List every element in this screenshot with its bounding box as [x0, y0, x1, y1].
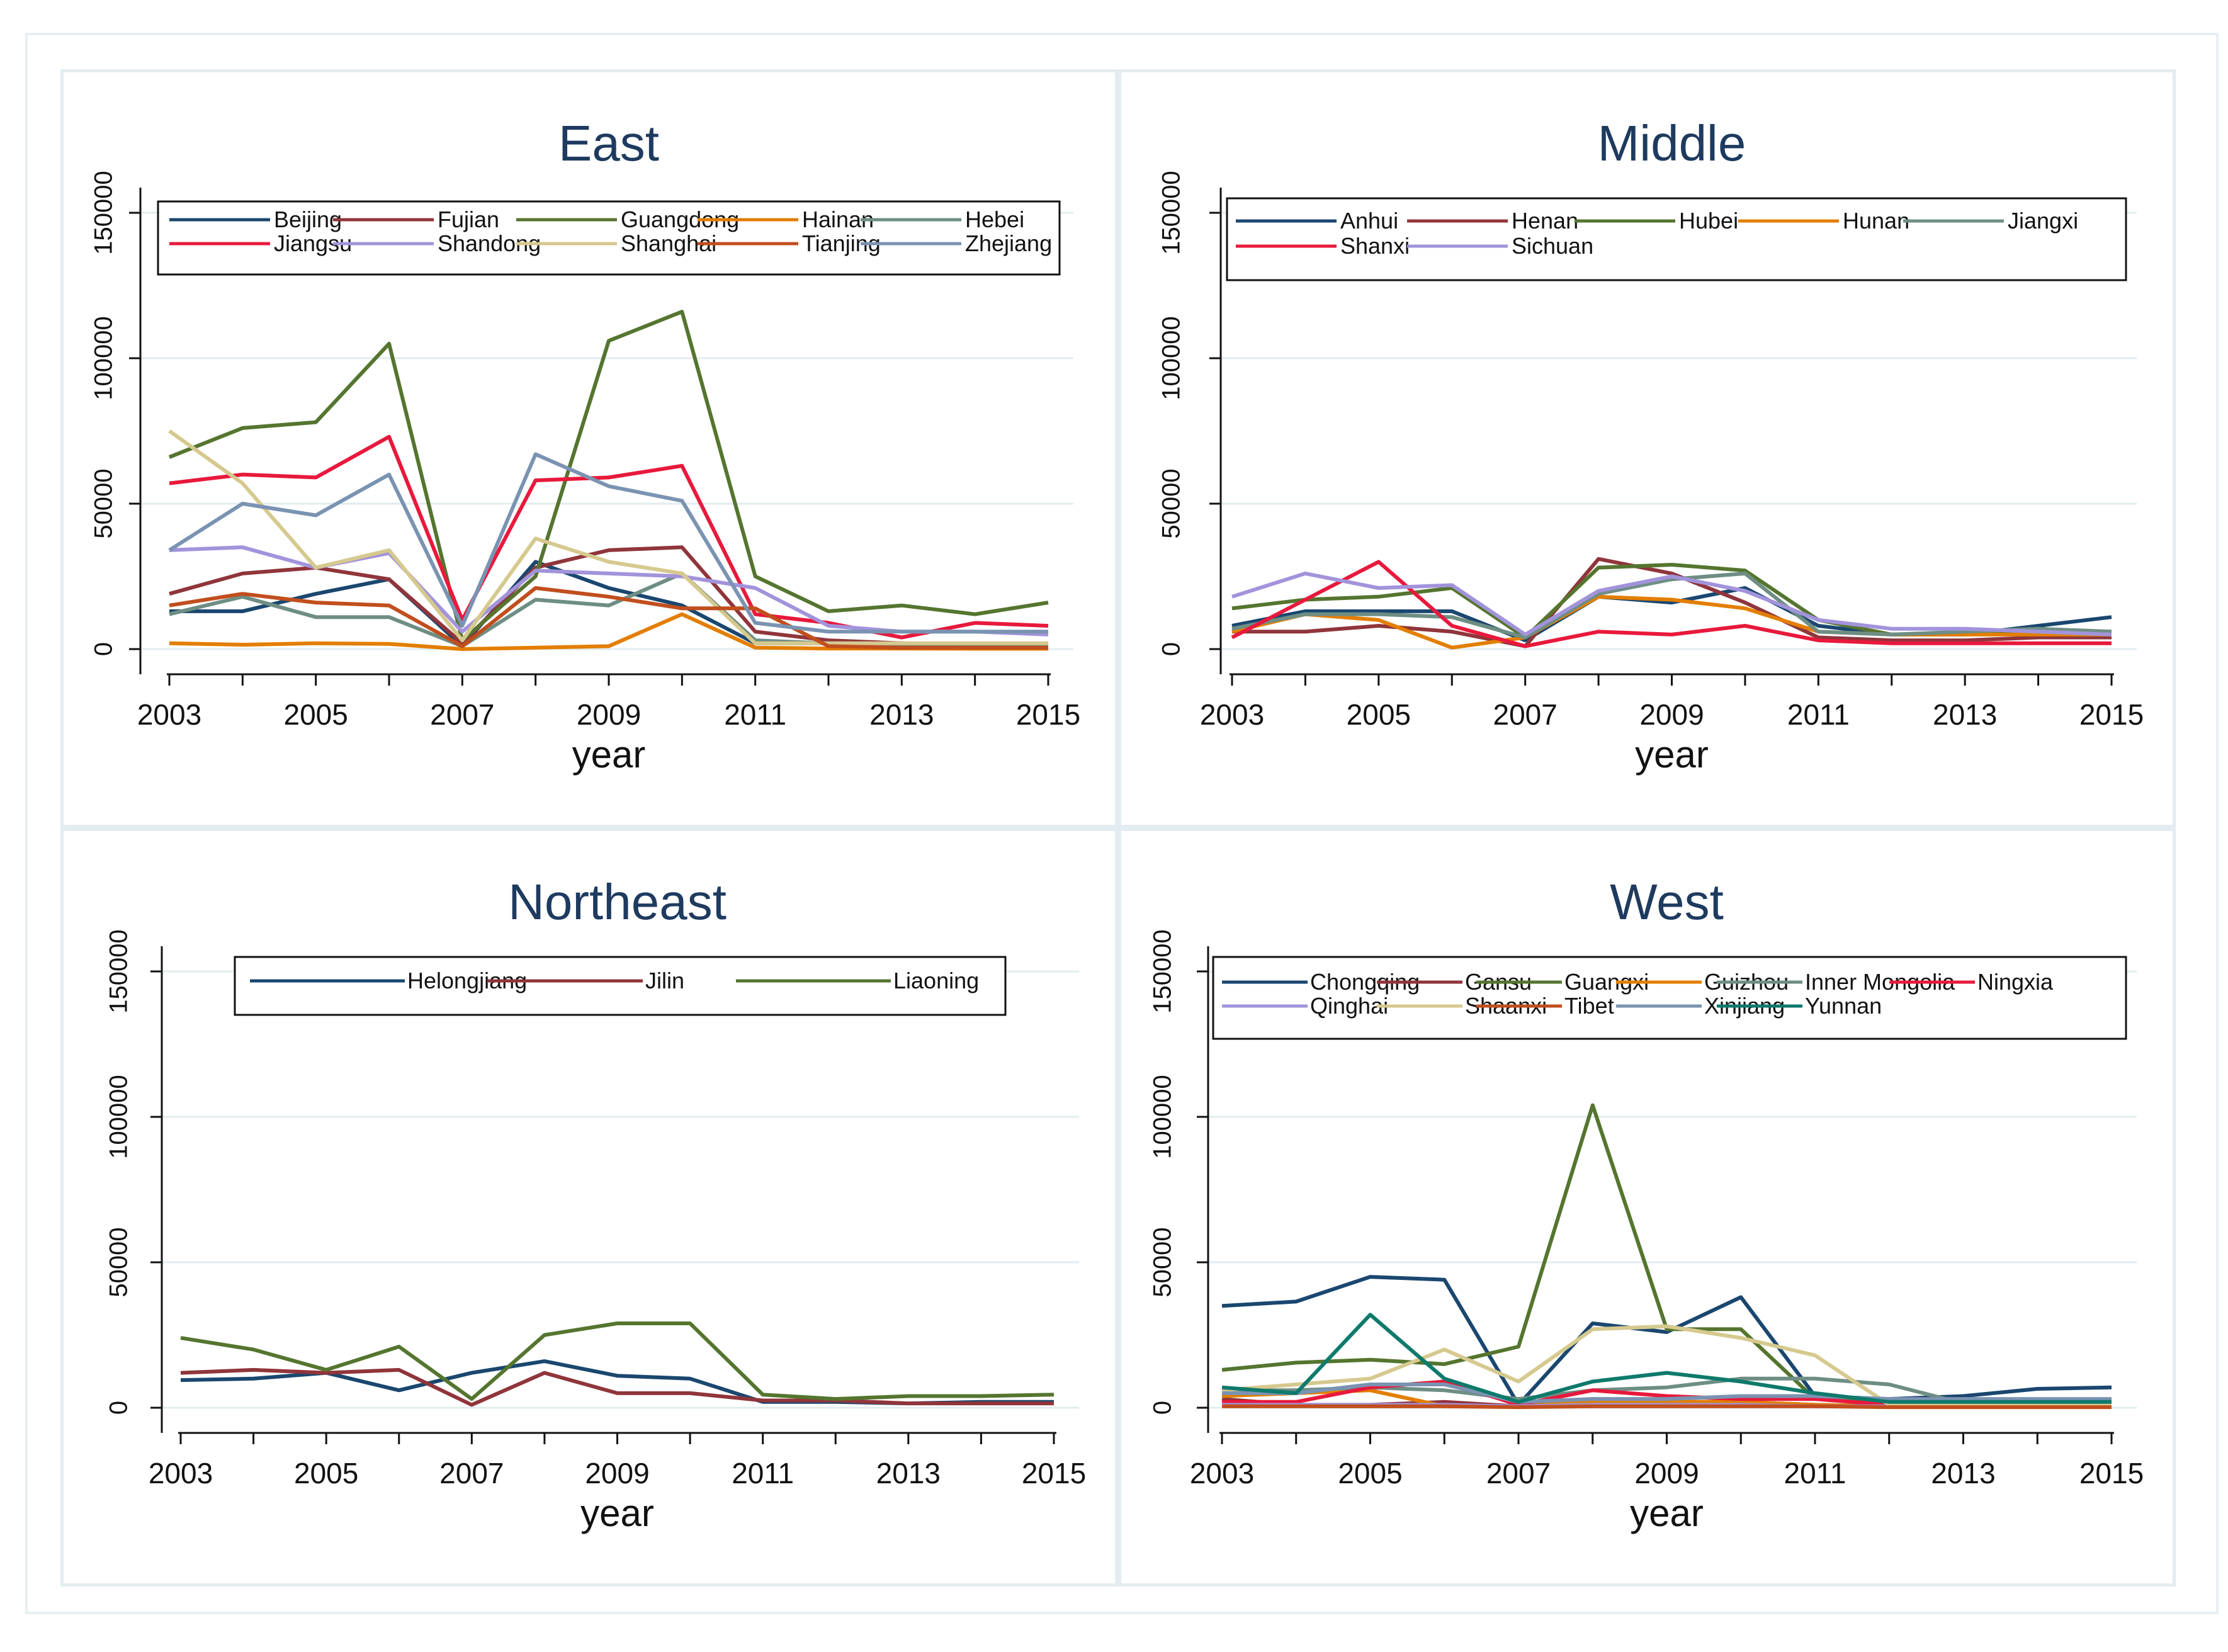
y-tick-label: 50000 [105, 1227, 133, 1297]
series-line-jiangsu [169, 434, 1049, 640]
x-tick-label: 2003 [1200, 698, 1264, 731]
series-line-liaoning [180, 1321, 1055, 1401]
x-tick-label: 2013 [1933, 698, 1997, 731]
chart-title: Middle [1598, 115, 1746, 171]
legend-label-yunnan: Yunnan [1805, 993, 1882, 1019]
series-line-sichuan [1231, 571, 2112, 636]
series-line-shanghai [168, 429, 1048, 645]
x-tick-label: 2011 [732, 1457, 794, 1490]
x-tick-label: 2011 [1784, 1457, 1846, 1490]
series-line-hunan [1231, 594, 2112, 650]
chart-title: West [1610, 874, 1724, 930]
y-tick-label: 150000 [105, 929, 133, 1013]
legend-label-anhui: Anhui [1340, 208, 1398, 234]
legend-label-tibet: Tibet [1564, 993, 1614, 1019]
y-tick-label: 100000 [105, 1075, 133, 1158]
legend-label-shanxi: Shanxi [1340, 233, 1410, 259]
legend-label-liaoning: Liaoning [893, 968, 979, 993]
y-tick-label: 50000 [1158, 468, 1185, 538]
legend-label-fujian: Fujian [438, 206, 499, 232]
legend-label-sichuan: Sichuan [1512, 233, 1593, 259]
chart-middle: Middle 0 50000 100000 150000 2003 2005 2007 2009… [1158, 115, 2144, 776]
x-tick-label: 2015 [2079, 698, 2144, 731]
panel-east: East 0 50000 100000 150000 2003 2005 2007 2009 20… [60, 69, 1118, 828]
panel-west: West 0 50000 100000 150000 2003 2005 2007 2009 20… [1118, 828, 2176, 1587]
x-tick-label: 2007 [1486, 1457, 1551, 1490]
x-tick-label: 2015 [1022, 1457, 1086, 1490]
panel-middle: Middle 0 50000 100000 150000 2003 2005 2007 2009… [1118, 69, 2176, 828]
x-tick-label: 2005 [1347, 698, 1411, 731]
series-line-jiangxi [1231, 571, 2112, 640]
panel-northeast: Northeast 0 50000 100000 150000 2003 2005 2007 2… [60, 828, 1118, 1587]
x-tick-label: 2005 [283, 698, 348, 731]
y-tick-label: 100000 [1149, 1075, 1177, 1158]
x-tick-label: 2011 [724, 698, 786, 731]
x-tick-label: 2013 [869, 698, 934, 731]
x-axis-label: year [572, 733, 646, 776]
chart-title: East [558, 115, 659, 171]
x-tick-label: 2009 [577, 698, 641, 731]
legend-label-qinghai: Qinghai [1310, 993, 1388, 1019]
x-tick-label: 2013 [876, 1457, 941, 1490]
series-line-guangdong [168, 310, 1049, 643]
legend-label-hebei: Hebei [965, 206, 1024, 232]
series-line-xinjiang [1222, 1383, 2112, 1404]
legend-label-jiangxi: Jiangxi [2008, 208, 2078, 234]
series-line-henan [1232, 557, 2112, 648]
x-tick-label: 2007 [439, 1457, 504, 1490]
legend-label-hunan: Hunan [1843, 208, 1909, 234]
x-tick-label: 2003 [1190, 1457, 1254, 1490]
chart-east: East 0 50000 100000 150000 2003 2005 2007 2009 20… [90, 115, 1081, 776]
series-line-jilin [180, 1367, 1054, 1407]
series-line-chongqing [1221, 1275, 2112, 1407]
y-tick-label: 150000 [90, 171, 118, 254]
x-tick-label: 2009 [1634, 1457, 1699, 1490]
x-tick-label: 2003 [149, 1457, 213, 1490]
x-tick-label: 2009 [1639, 698, 1704, 731]
y-tick-label: 100000 [1158, 316, 1185, 400]
y-tick-label: 0 [90, 642, 118, 656]
x-tick-label: 2015 [1016, 698, 1080, 731]
series-line-yunnan [1221, 1313, 2112, 1404]
x-tick-label: 2011 [1787, 698, 1850, 731]
legend-label-beijing: Beijing [274, 206, 342, 232]
x-tick-label: 2005 [294, 1457, 358, 1490]
x-tick-label: 2009 [585, 1457, 649, 1490]
x-tick-label: 2005 [1338, 1457, 1402, 1490]
legend-label-henan: Henan [1512, 208, 1578, 234]
chart-northeast: Northeast 0 50000 100000 150000 2003 2005 2007 2… [105, 874, 1087, 1534]
y-tick-label: 50000 [90, 468, 118, 538]
y-tick-label: 150000 [1149, 929, 1177, 1013]
series-line-tianjing [169, 586, 1048, 650]
x-axis-label: year [580, 1492, 654, 1534]
series-line-shanxi [1231, 560, 2112, 648]
legend-label-zhejiang: Zhejiang [965, 230, 1052, 256]
y-tick-label: 0 [1149, 1401, 1177, 1415]
x-tick-label: 2013 [1931, 1457, 1995, 1490]
x-tick-label: 2015 [2079, 1457, 2144, 1490]
x-axis-label: year [1630, 1492, 1704, 1534]
y-tick-label: 100000 [90, 316, 118, 400]
x-tick-label: 2007 [430, 698, 494, 731]
y-tick-label: 0 [1158, 642, 1185, 656]
legend-label-ningxia: Ningxia [1977, 969, 2054, 995]
chart-title: Northeast [508, 874, 727, 930]
legend-box [1212, 956, 2127, 1040]
y-tick-label: 0 [105, 1401, 133, 1415]
y-tick-label: 50000 [1149, 1227, 1177, 1297]
y-tick-label: 150000 [1158, 171, 1185, 254]
series-line-shaanxi [1221, 1324, 2112, 1407]
legend-box [157, 200, 1061, 276]
x-tick-label: 2007 [1493, 698, 1557, 731]
x-axis-label: year [1635, 733, 1709, 776]
chart-west: West 0 50000 100000 150000 2003 2005 2007 2009 20… [1149, 874, 2144, 1534]
legend-label-jilin: Jilin [645, 968, 684, 993]
legend-label-hubei: Hubei [1679, 208, 1738, 234]
series-line-zhejiang [168, 452, 1048, 634]
legend-box [1226, 197, 2127, 281]
series-line-tibet [1222, 1404, 2112, 1410]
series-line-guangxi [1221, 1103, 2112, 1404]
x-tick-label: 2003 [137, 698, 201, 731]
legend-box [234, 956, 1007, 1016]
